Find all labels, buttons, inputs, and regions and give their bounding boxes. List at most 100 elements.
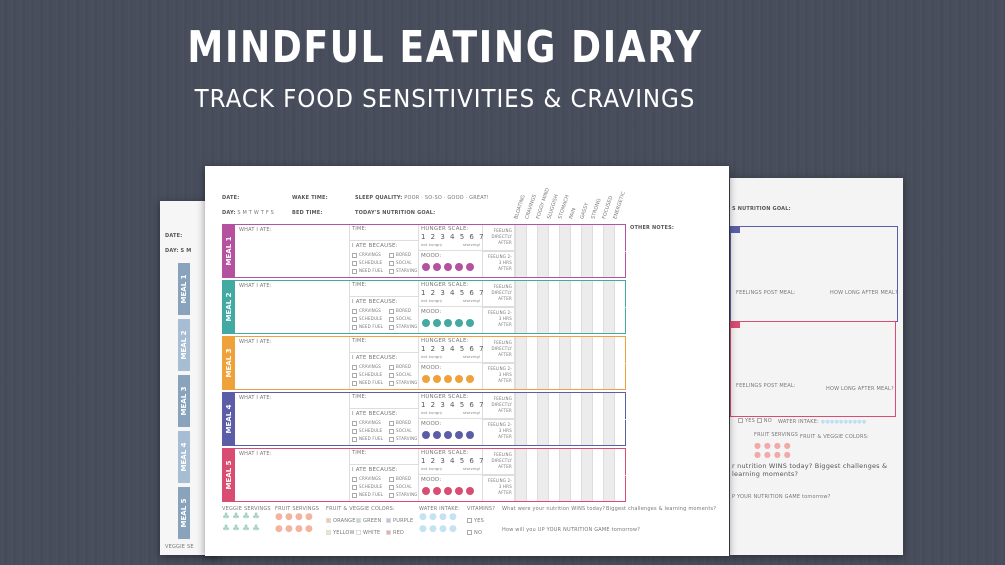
symptom-cell[interactable] [515, 281, 526, 333]
reason-checkbox[interactable]: BORED [389, 420, 411, 426]
mood-face-icon[interactable] [422, 375, 430, 383]
mood-face-icon[interactable] [444, 263, 452, 271]
color-checkbox[interactable]: RED [386, 530, 404, 536]
apple-icon[interactable]: ● [275, 512, 283, 522]
veggie-tree-icon[interactable]: ♣ [232, 524, 241, 534]
veggie-tree-icon[interactable]: ♣ [242, 512, 251, 522]
reason-checkbox[interactable]: BORED [389, 308, 411, 314]
symptom-cell[interactable] [559, 281, 570, 333]
mood-face-icon[interactable] [466, 263, 474, 271]
mood-face-icon[interactable] [433, 431, 441, 439]
mood-face-icon[interactable] [422, 319, 430, 327]
symptom-cell[interactable] [548, 225, 559, 277]
reason-checkbox[interactable]: SCHEDULE [352, 484, 382, 490]
mood-face-icon[interactable] [433, 263, 441, 271]
mood-face-icon[interactable] [422, 263, 430, 271]
symptom-cell[interactable] [592, 449, 603, 501]
reason-checkbox[interactable]: NEED FUEL [352, 380, 383, 386]
reason-checkbox[interactable]: CRAVINGS [352, 420, 381, 426]
apple-icon[interactable]: ● [305, 512, 313, 522]
symptom-cell[interactable] [515, 337, 526, 389]
color-checkbox[interactable]: YELLOW [326, 530, 355, 536]
symptom-cell[interactable] [526, 337, 537, 389]
mood-face-icon[interactable] [455, 375, 463, 383]
veggie-tree-icon[interactable]: ♣ [232, 512, 241, 522]
symptom-cell[interactable] [592, 337, 603, 389]
reason-checkbox[interactable]: STARVING [389, 492, 418, 498]
water-drop-icon[interactable]: ● [419, 512, 427, 522]
water-drop-icon[interactable]: ● [429, 524, 437, 534]
symptom-cell[interactable] [570, 449, 581, 501]
mood-face-icon[interactable] [444, 319, 452, 327]
symptom-cell[interactable] [526, 393, 537, 445]
yes-checkbox[interactable]: YES NO [738, 418, 772, 424]
reason-checkbox[interactable]: SOCIAL [389, 260, 412, 266]
reason-checkbox[interactable]: CRAVINGS [352, 364, 381, 370]
symptom-cell[interactable] [559, 337, 570, 389]
mood-face-icon[interactable] [444, 487, 452, 495]
symptom-cell[interactable] [548, 393, 559, 445]
symptom-cell[interactable] [537, 393, 548, 445]
reason-checkbox[interactable]: SCHEDULE [352, 260, 382, 266]
reason-checkbox[interactable]: NEED FUEL [352, 324, 383, 330]
reason-checkbox[interactable]: STARVING [389, 268, 418, 274]
symptom-cell[interactable] [603, 449, 614, 501]
sleep-options[interactable]: POOR · SO-SO · GOOD · GREAT! [404, 195, 489, 201]
symptom-cell[interactable] [537, 337, 548, 389]
color-checkbox[interactable]: GREEN [356, 518, 381, 524]
apple-icon[interactable]: ● [285, 524, 293, 534]
symptom-cell[interactable] [570, 337, 581, 389]
water-drop-icon[interactable]: ● [439, 524, 447, 534]
mood-face-icon[interactable] [455, 487, 463, 495]
symptom-cell[interactable] [526, 281, 537, 333]
symptom-cell[interactable] [614, 281, 625, 333]
mood-face-icon[interactable] [433, 319, 441, 327]
mood-face-icon[interactable] [433, 487, 441, 495]
day-options[interactable]: S M T W T F S [237, 210, 275, 216]
color-checkbox[interactable]: WHITE [356, 530, 380, 536]
symptom-cell[interactable] [614, 393, 625, 445]
mood-face-icon[interactable] [444, 375, 452, 383]
reason-checkbox[interactable]: STARVING [389, 324, 418, 330]
symptom-cell[interactable] [559, 449, 570, 501]
symptom-cell[interactable] [592, 393, 603, 445]
symptom-cell[interactable] [581, 281, 592, 333]
water-drop-icon[interactable]: ● [449, 524, 457, 534]
symptom-cell[interactable] [515, 225, 526, 277]
symptom-cell[interactable] [559, 225, 570, 277]
symptom-cell[interactable] [515, 393, 526, 445]
symptom-cell[interactable] [614, 337, 625, 389]
symptom-cell[interactable] [515, 449, 526, 501]
mood-face-icon[interactable] [466, 375, 474, 383]
symptom-cell[interactable] [526, 225, 537, 277]
symptom-cell[interactable] [581, 225, 592, 277]
reason-checkbox[interactable]: NEED FUEL [352, 436, 383, 442]
yes-checkbox[interactable]: YES [467, 518, 484, 524]
reason-checkbox[interactable]: NEED FUEL [352, 268, 383, 274]
water-drop-icon[interactable]: ● [439, 512, 447, 522]
color-checkbox[interactable]: PURPLE [386, 518, 413, 524]
reason-checkbox[interactable]: STARVING [389, 380, 418, 386]
veggie-tree-icon[interactable]: ♣ [222, 524, 231, 534]
apple-icon[interactable]: ● [275, 524, 283, 534]
symptom-cell[interactable] [581, 393, 592, 445]
symptom-cell[interactable] [570, 225, 581, 277]
reason-checkbox[interactable]: CRAVINGS [352, 308, 381, 314]
reason-checkbox[interactable]: CRAVINGS [352, 476, 381, 482]
veggie-tree-icon[interactable]: ♣ [242, 524, 251, 534]
symptom-cell[interactable] [570, 281, 581, 333]
reason-checkbox[interactable]: SCHEDULE [352, 316, 382, 322]
apple-icon[interactable]: ● [305, 524, 313, 534]
reason-checkbox[interactable]: STARVING [389, 436, 418, 442]
color-checkbox[interactable]: ORANGE [326, 518, 356, 524]
symptom-cell[interactable] [559, 393, 570, 445]
reason-checkbox[interactable]: CRAVINGS [352, 252, 381, 258]
symptom-cell[interactable] [592, 225, 603, 277]
veggie-tree-icon[interactable]: ♣ [252, 524, 261, 534]
veggie-tree-icon[interactable]: ♣ [252, 512, 261, 522]
symptom-cell[interactable] [614, 225, 625, 277]
symptom-cell[interactable] [603, 281, 614, 333]
apple-icon[interactable]: ● [285, 512, 293, 522]
mood-face-icon[interactable] [433, 375, 441, 383]
reason-checkbox[interactable]: BORED [389, 476, 411, 482]
